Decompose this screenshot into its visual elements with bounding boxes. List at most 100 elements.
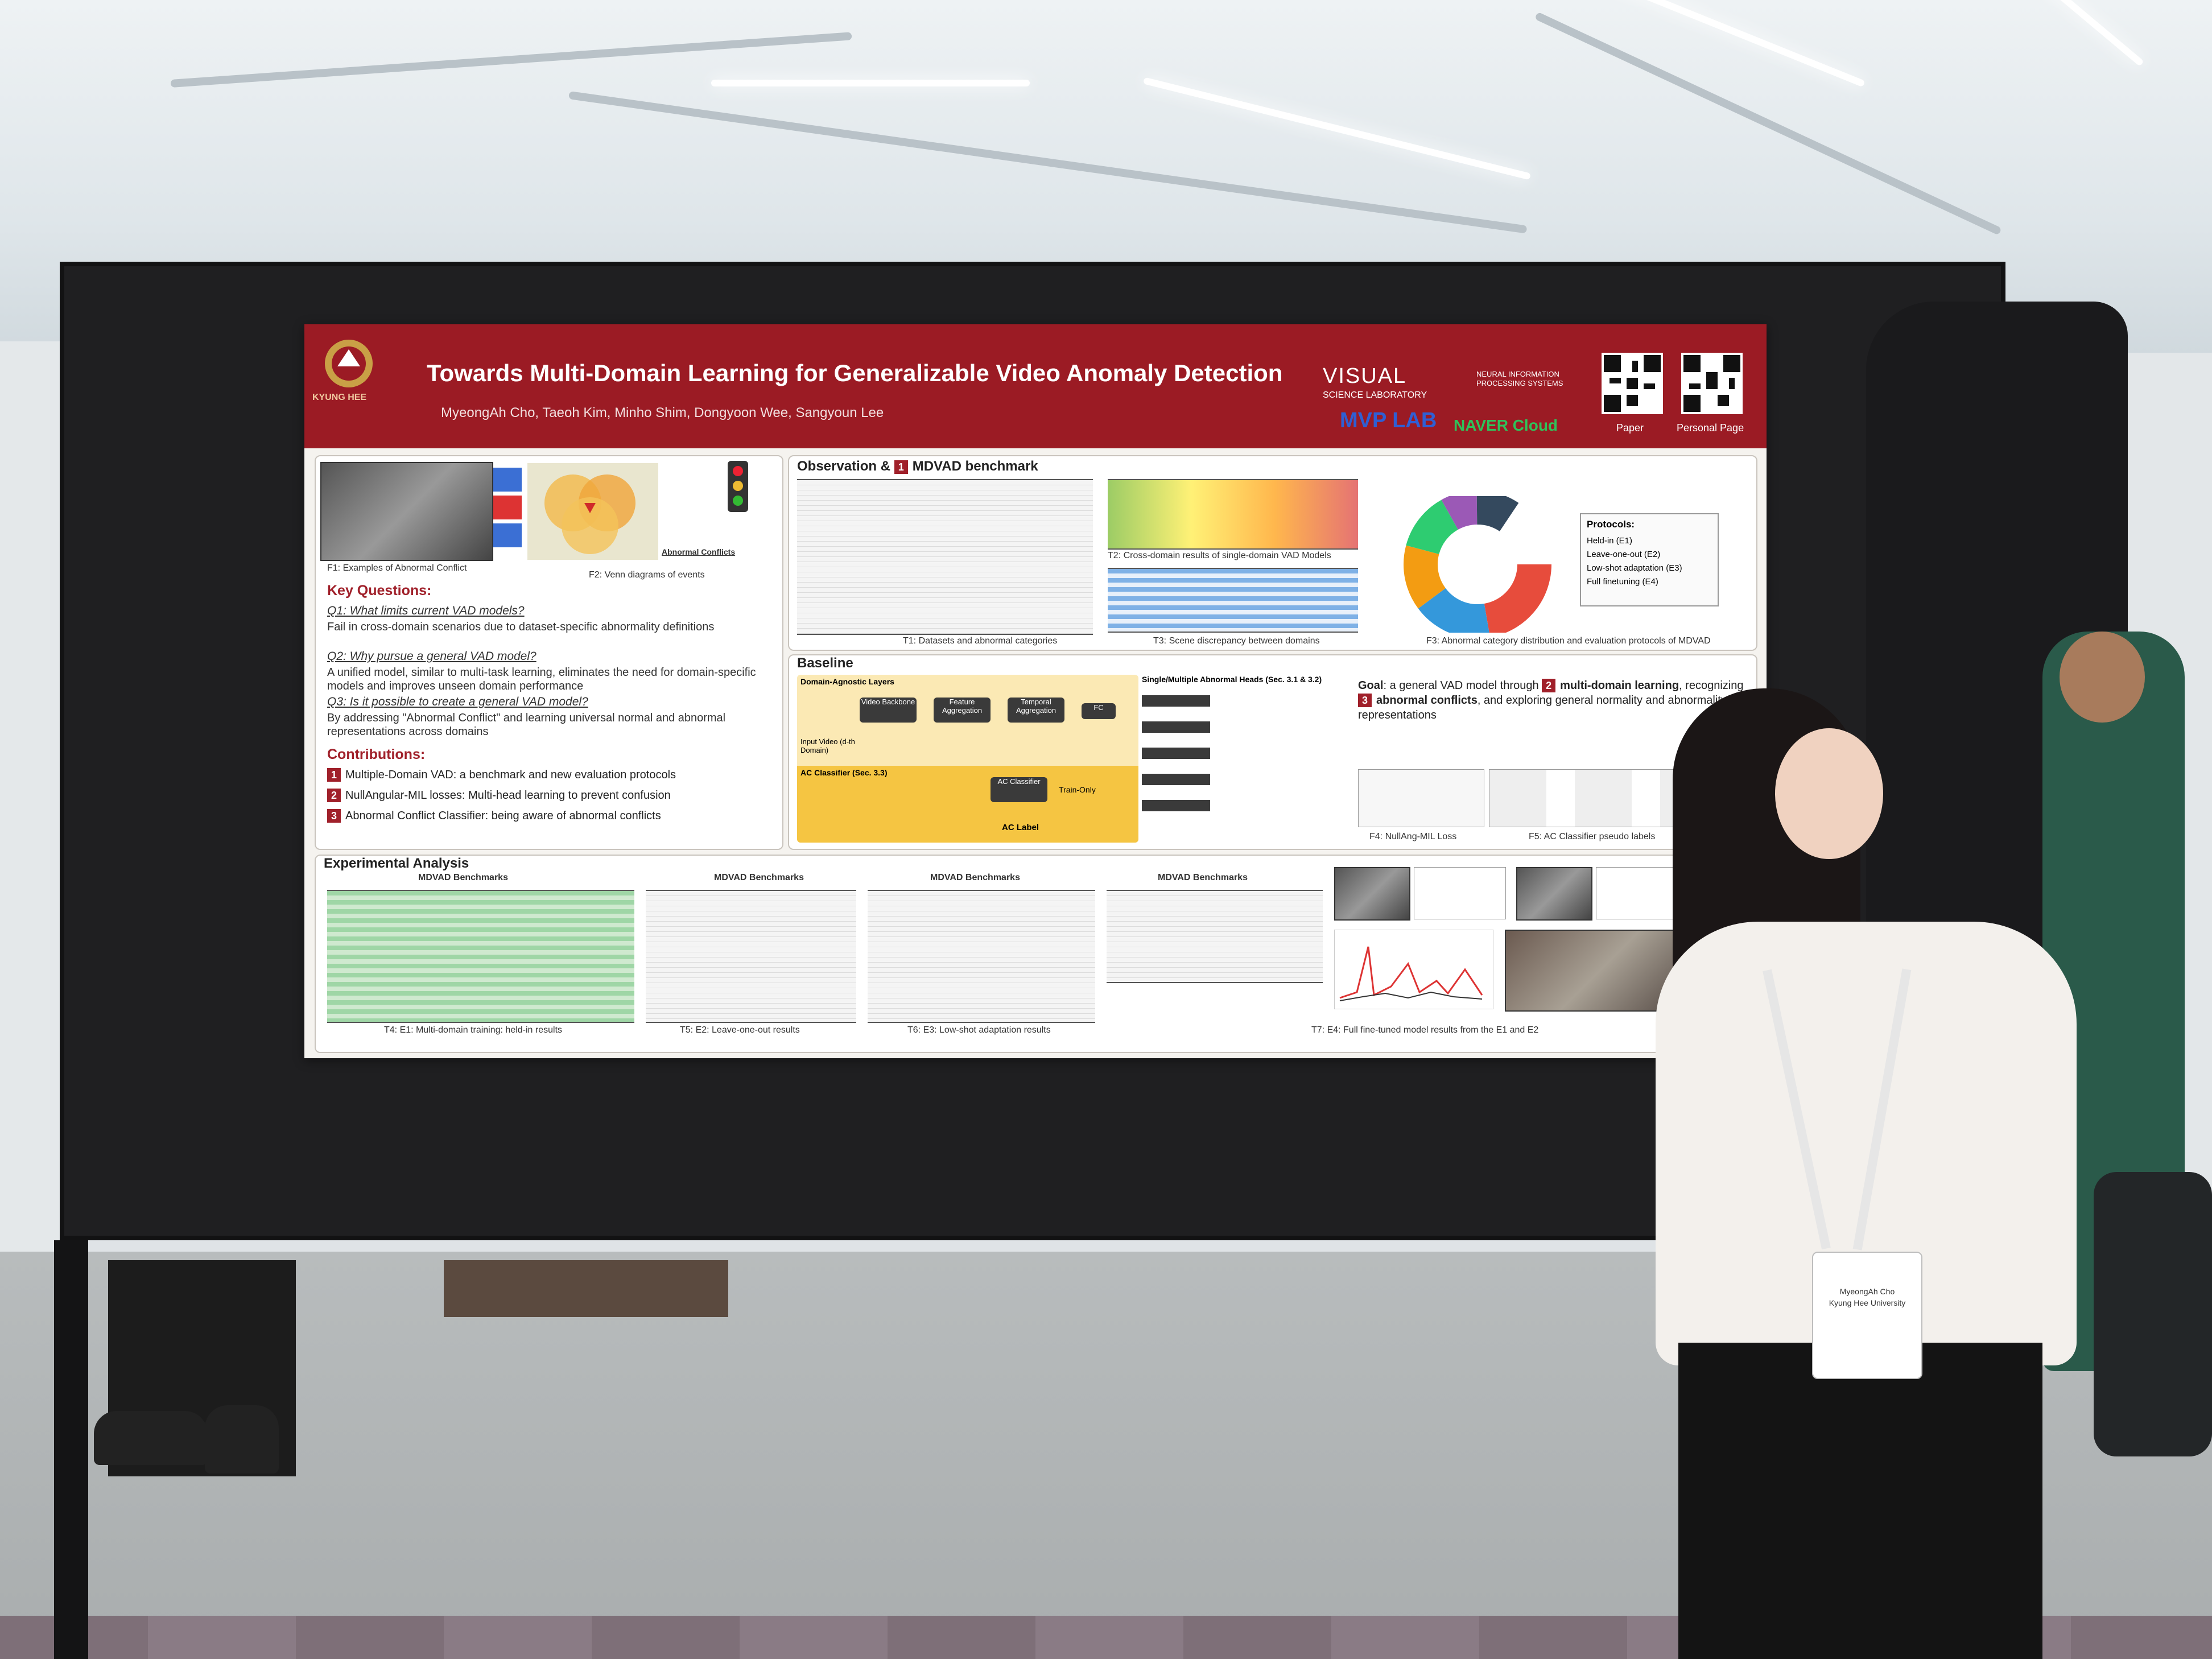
ac-label: AC Label: [1002, 823, 1039, 832]
scene-discrepancy-table: [1108, 568, 1358, 633]
answer-3: By addressing "Abnormal Conflict" and le…: [327, 712, 726, 738]
figure-1-caption: F1: Examples of Abnormal Conflict: [327, 563, 467, 573]
qr-code-icon: [1681, 353, 1743, 414]
contribution-text: Multiple-Domain VAD: a benchmark and new…: [345, 769, 676, 781]
result-frame-image: [1334, 867, 1410, 921]
datasets-table: [797, 479, 1093, 635]
example-labels: [493, 468, 522, 547]
anomaly-score-line-chart-icon: [1334, 930, 1493, 1009]
answer-2: A unified model, similar to multi-task l…: [327, 666, 756, 692]
presenter-face: [1775, 728, 1883, 859]
question-1: Q1: What limits current VAD models?: [327, 604, 525, 617]
experimental-panel: Experimental Analysis MDVAD Benchmarks T…: [315, 855, 1757, 1053]
poster-banner: KYUNG HEE Towards Multi-Domain Learning …: [304, 324, 1767, 448]
input-video-label: Input Video (d-th Domain): [800, 737, 855, 754]
abnormal-heads-label: Single/Multiple Abnormal Heads (Sec. 3.1…: [1142, 675, 1322, 684]
presenter-pants: [1678, 1343, 2042, 1659]
observation-heading: Observation & 1 MDVAD benchmark: [797, 459, 1038, 474]
figure-4-caption: F4: NullAng-MIL Loss: [1369, 832, 1457, 841]
board-leg: [54, 1240, 88, 1659]
table-1-caption: T1: Datasets and abnormal categories: [903, 636, 1058, 646]
research-poster: KYUNG HEE Towards Multi-Domain Learning …: [304, 324, 1767, 1058]
visual-lab-logo: VISUAL: [1323, 364, 1407, 388]
attendee-head: [2060, 632, 2145, 723]
question-2: Q2: Why pursue a general VAD model?: [327, 650, 537, 663]
anomaly-score-plot: [1414, 867, 1506, 919]
mvp-lab-logo: MVP LAB: [1340, 408, 1437, 432]
qr-caption-paper: Paper: [1616, 422, 1644, 434]
full-finetuning-table: [1107, 890, 1323, 983]
badge-university: Kyung Hee University: [1829, 1298, 1906, 1307]
domain-agnostic-label: Domain-Agnostic Layers: [800, 677, 894, 686]
protocols-heading: Protocols:: [1587, 519, 1635, 530]
table-3-caption: T3: Scene discrepancy between domains: [1153, 636, 1320, 646]
sneaker-icon: [205, 1405, 279, 1474]
observation-panel: Observation & 1 MDVAD benchmark T1: Datas…: [788, 455, 1757, 651]
nullang-mil-figure: [1358, 769, 1484, 827]
contribution-2: 2 NullAngular-MIL losses: Multi-head lear…: [327, 789, 671, 802]
result-frame-image: [1516, 867, 1592, 921]
temporal-aggregation-block: Temporal Aggregation: [1008, 698, 1064, 723]
answer-1: Fail in cross-domain scenarios due to da…: [327, 621, 715, 633]
key-questions-heading: Key Questions:: [327, 583, 432, 599]
ac-classifier-region: AC Classifier (Sec. 3.3) AC Classifier T…: [797, 766, 1138, 843]
baseline-panel: Baseline Domain-Agnostic Layers Video Ba…: [788, 654, 1757, 850]
protocol-item: Low-shot adaptation (E3): [1587, 563, 1682, 573]
table-6-caption: T6: E3: Low-shot adaptation results: [907, 1025, 1051, 1035]
ceiling-truss: [568, 91, 1528, 234]
feature-aggregation-block: Feature Aggregation: [934, 698, 991, 723]
category-distribution-donut-icon: [1404, 496, 1551, 633]
table-5-caption: T5: E2: Leave-one-out results: [680, 1025, 800, 1035]
table-4-caption: T4: E1: Multi-domain training: held-in r…: [384, 1025, 563, 1035]
table-title: MDVAD Benchmarks: [714, 873, 804, 882]
figure-5-caption: F5: AC Classifier pseudo labels: [1529, 832, 1656, 841]
contribution-number: 2: [327, 789, 341, 802]
venn-diagram-icon: [527, 463, 658, 560]
table-2-caption: T2: Cross-domain results of single-domai…: [1108, 551, 1331, 560]
venn-label: Abnormal Conflicts: [662, 547, 736, 556]
contribution-text: NullAngular-MIL losses: Multi-head learn…: [345, 789, 671, 802]
contribution-1: 1 Multiple-Domain VAD: a benchmark and ne…: [327, 768, 676, 782]
name-badge: MyeongAh Cho Kyung Hee University: [1812, 1252, 1922, 1379]
protocols-box: Protocols: Held-in (E1) Leave-one-out (E…: [1580, 513, 1719, 606]
contribution-3: 3 Abnormal Conflict Classifier: being awa…: [327, 809, 661, 823]
person-legs-background: [444, 1260, 728, 1317]
protocol-item: Full finetuning (E4): [1587, 577, 1658, 587]
ceiling-light: [711, 80, 1030, 86]
table-7-caption: T7: E4: Full fine-tuned model results fr…: [1311, 1025, 1539, 1035]
low-shot-adaptation-table: [868, 890, 1095, 1023]
baseline-heading: Baseline: [797, 655, 853, 671]
traffic-light-icon: [728, 461, 748, 512]
abnormal-heads-stack: [1142, 695, 1210, 826]
video-backbone-block: Video Backbone: [860, 698, 917, 723]
figure-2-caption: F2: Venn diagrams of events: [589, 570, 705, 580]
neurips-logo: NEURAL INFORMATION PROCESSING SYSTEMS: [1476, 370, 1563, 387]
table-title: MDVAD Benchmarks: [1158, 873, 1248, 882]
sneaker-icon: [94, 1411, 208, 1465]
figure-3-caption: F3: Abnormal category distribution and e…: [1426, 636, 1711, 646]
poster-title: Towards Multi-Domain Learning for Genera…: [427, 360, 1283, 386]
contributions-heading: Contributions:: [327, 746, 426, 762]
experimental-heading: Experimental Analysis: [324, 856, 469, 871]
table-title: MDVAD Benchmarks: [418, 873, 508, 882]
left-column-panel: Abnormal Conflicts F1: Examples of Abnor…: [315, 455, 783, 850]
question-3: Q3: Is it possible to create a general V…: [327, 695, 588, 708]
naver-cloud-logo: NAVER Cloud: [1454, 416, 1558, 434]
leave-one-out-table: [646, 890, 856, 1023]
badge-name: MyeongAh Cho: [1839, 1287, 1895, 1296]
qr-caption-personal-page: Personal Page: [1677, 422, 1744, 434]
goal-text: Goal: a general VAD model through 2 multi…: [1358, 679, 1744, 721]
held-in-results-table: [327, 890, 634, 1023]
protocol-item: Held-in (E1): [1587, 536, 1633, 546]
contribution-text: Abnormal Conflict Classifier: being awar…: [345, 810, 661, 822]
fc-block: FC: [1082, 703, 1116, 719]
table-title: MDVAD Benchmarks: [930, 873, 1020, 882]
poster-authors: MyeongAh Cho, Taeoh Kim, Minho Shim, Don…: [441, 405, 884, 420]
ac-classifier-block: AC Classifier: [991, 777, 1047, 802]
protocol-item: Leave-one-out (E2): [1587, 550, 1661, 559]
contribution-number: 3: [327, 809, 341, 823]
ceiling-light: [1520, 0, 1866, 88]
university-logo-icon: [325, 340, 373, 387]
ceiling-light: [1142, 77, 1532, 180]
visual-lab-subtitle: SCIENCE LABORATORY: [1323, 390, 1427, 400]
